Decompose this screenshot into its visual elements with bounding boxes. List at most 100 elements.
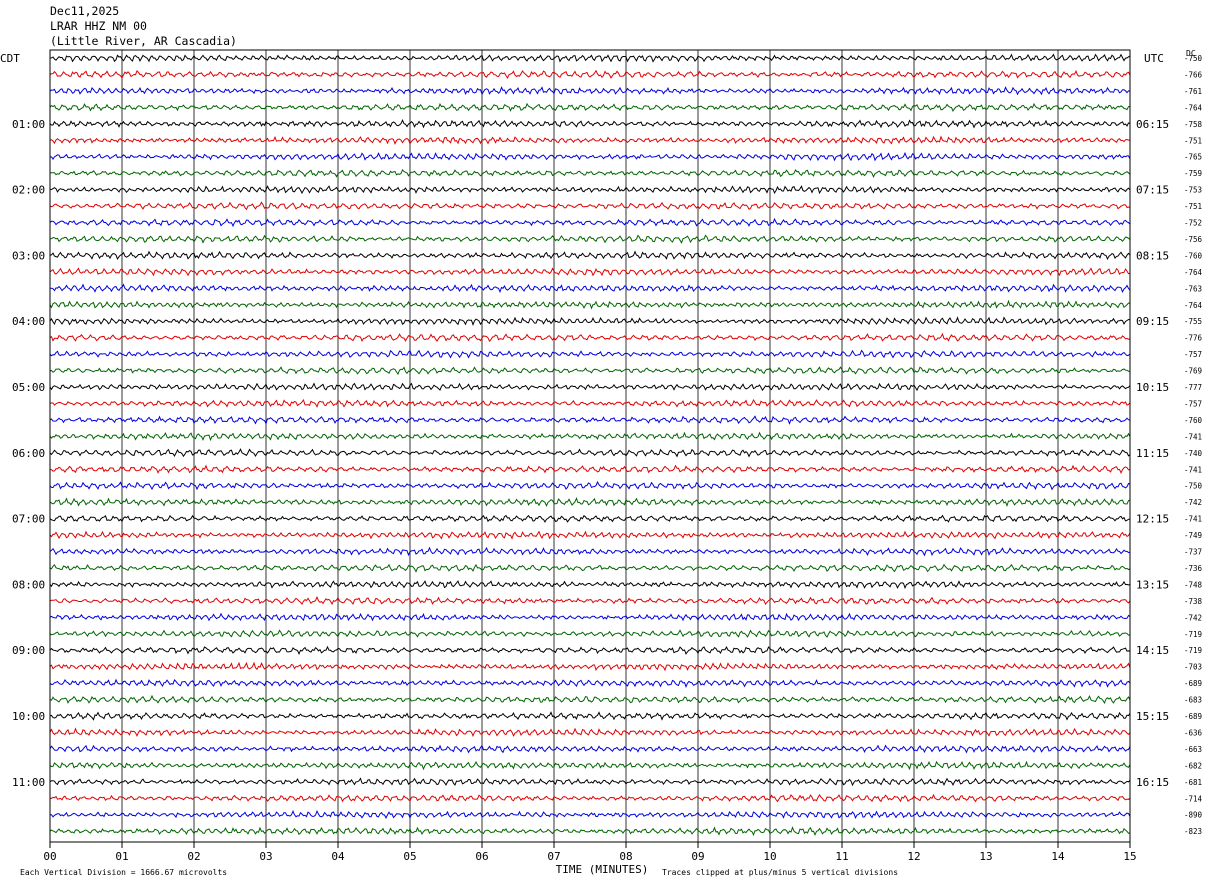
seismic-trace xyxy=(49,382,1131,392)
left-hour-label: 11:00 xyxy=(12,776,45,789)
dc-offset-label: -719 xyxy=(1184,646,1202,655)
dc-offset-label: -752 xyxy=(1184,219,1202,228)
dc-offset-label: -748 xyxy=(1184,580,1203,589)
dc-offset-label: -764 xyxy=(1184,268,1203,277)
seismic-trace xyxy=(49,135,1130,145)
seismic-trace xyxy=(49,645,1131,656)
seismic-trace xyxy=(49,316,1131,327)
left-hour-label: 08:00 xyxy=(12,578,45,591)
seismic-trace xyxy=(49,480,1131,491)
seismic-trace xyxy=(49,464,1131,474)
seismic-trace xyxy=(49,398,1131,408)
x-tick-label: 15 xyxy=(1123,850,1136,863)
dc-offset-label: -763 xyxy=(1184,284,1202,293)
dc-offset-label: -760 xyxy=(1184,251,1203,260)
right-hour-label: 15:15 xyxy=(1136,710,1169,723)
seismic-trace xyxy=(49,118,1131,129)
x-tick-label: 05 xyxy=(403,850,416,863)
dc-offset-label: -750 xyxy=(1184,54,1203,63)
dc-offset-label: -753 xyxy=(1184,186,1202,195)
right-timezone-label: UTC xyxy=(1144,52,1164,65)
dc-offset-label: -749 xyxy=(1184,531,1202,540)
seismic-trace xyxy=(49,267,1131,277)
station-label: LRAR HHZ NM 00 xyxy=(50,19,147,33)
seismic-trace xyxy=(49,69,1131,79)
x-axis-label: TIME (MINUTES) xyxy=(556,863,649,876)
right-hour-label: 09:15 xyxy=(1136,315,1169,328)
dc-offset-label: -759 xyxy=(1184,169,1202,178)
seismic-trace xyxy=(49,431,1131,442)
seismic-trace xyxy=(49,234,1131,244)
x-tick-label: 03 xyxy=(259,850,272,863)
right-hour-label: 10:15 xyxy=(1136,381,1169,394)
left-hour-labels: 01:00 02:00 03:00 04:00 05:00 06:00 07:00 08:00… xyxy=(12,118,45,789)
seismic-trace xyxy=(49,283,1131,294)
left-hour-label: 07:00 xyxy=(12,513,45,526)
footer-right-note: Traces clipped at plus/minus 5 vertical … xyxy=(662,868,898,877)
seismic-trace xyxy=(49,448,1131,458)
seismic-trace xyxy=(49,595,1131,606)
seismic-trace xyxy=(49,661,1131,672)
dc-offset-label: -689 xyxy=(1184,712,1202,721)
seismic-trace xyxy=(50,809,1131,820)
right-hour-labels: 06:15 07:15 08:15 09:15 10:15 11:15 12:15 13:15… xyxy=(1136,118,1169,789)
seismic-trace xyxy=(49,185,1131,195)
seismic-trace xyxy=(49,612,1131,622)
title-block: Dec11,2025 LRAR HHZ NM 00 (Little River,… xyxy=(50,4,237,49)
right-hour-label: 14:15 xyxy=(1136,644,1169,657)
left-hour-label: 10:00 xyxy=(12,710,45,723)
left-hour-label: 04:00 xyxy=(12,315,45,328)
x-tick-label: 04 xyxy=(331,850,345,863)
x-tick-label: 11 xyxy=(835,850,848,863)
dc-offset-label: -756 xyxy=(1184,235,1203,244)
left-timezone-label: CDT xyxy=(0,52,20,65)
dc-offset-label: -737 xyxy=(1184,548,1202,557)
right-hour-label: 13:15 xyxy=(1136,578,1169,591)
right-hour-label: 11:15 xyxy=(1136,447,1169,460)
date-label: Dec11,2025 xyxy=(50,4,120,18)
seismic-trace xyxy=(49,217,1131,228)
right-hour-label: 12:15 xyxy=(1136,513,1169,526)
dc-offset-label: -742 xyxy=(1184,498,1202,507)
left-hour-label: 06:00 xyxy=(12,447,45,460)
seismic-trace xyxy=(49,826,1131,836)
seismic-trace xyxy=(49,366,1131,376)
x-tick-label: 09 xyxy=(691,850,704,863)
x-tick-label: 10 xyxy=(763,850,776,863)
x-tick-label: 01 xyxy=(115,850,128,863)
seismic-trace xyxy=(49,546,1131,557)
trace-group xyxy=(49,53,1131,836)
left-hour-label: 03:00 xyxy=(12,249,45,262)
seismic-trace xyxy=(49,250,1131,261)
dc-offset-label: -757 xyxy=(1184,399,1202,408)
right-hour-label: 07:15 xyxy=(1136,184,1169,197)
dc-offset-label: -681 xyxy=(1184,778,1202,787)
seismic-trace xyxy=(49,711,1131,721)
dc-offset-label: -738 xyxy=(1184,597,1203,606)
dc-offset-label: -823 xyxy=(1184,827,1202,836)
seismic-trace xyxy=(49,694,1131,704)
seismic-trace xyxy=(49,168,1131,179)
x-tick-label: 12 xyxy=(907,850,920,863)
seismic-trace xyxy=(49,299,1131,310)
dc-offset-label: -755 xyxy=(1184,317,1202,326)
seismic-trace xyxy=(49,530,1131,540)
footer-left-note: Each Vertical Division = 1666.67 microvo… xyxy=(20,868,227,877)
seismic-trace xyxy=(49,580,1131,590)
dc-offset-label: -741 xyxy=(1184,465,1202,474)
left-hour-label: 02:00 xyxy=(12,184,45,197)
dc-offset-label: -764 xyxy=(1184,301,1203,310)
dc-offset-label: -703 xyxy=(1184,663,1202,672)
seismic-trace xyxy=(49,514,1131,523)
dc-offset-label: -719 xyxy=(1184,630,1202,639)
seismic-trace xyxy=(49,678,1131,688)
dc-offset-label: -636 xyxy=(1184,728,1203,737)
seismic-trace xyxy=(49,53,1131,63)
dc-offset-labels: -750 -766 -761 -764 -758 -751 -765 -759 -753 -751… xyxy=(1184,54,1203,836)
x-tick-label: 08 xyxy=(619,850,632,863)
right-hour-label: 08:15 xyxy=(1136,249,1169,262)
dc-offset-label: -765 xyxy=(1184,153,1202,162)
minute-grid xyxy=(121,50,1059,842)
dc-offset-label: -751 xyxy=(1184,136,1202,145)
dc-offset-label: -741 xyxy=(1184,515,1202,524)
